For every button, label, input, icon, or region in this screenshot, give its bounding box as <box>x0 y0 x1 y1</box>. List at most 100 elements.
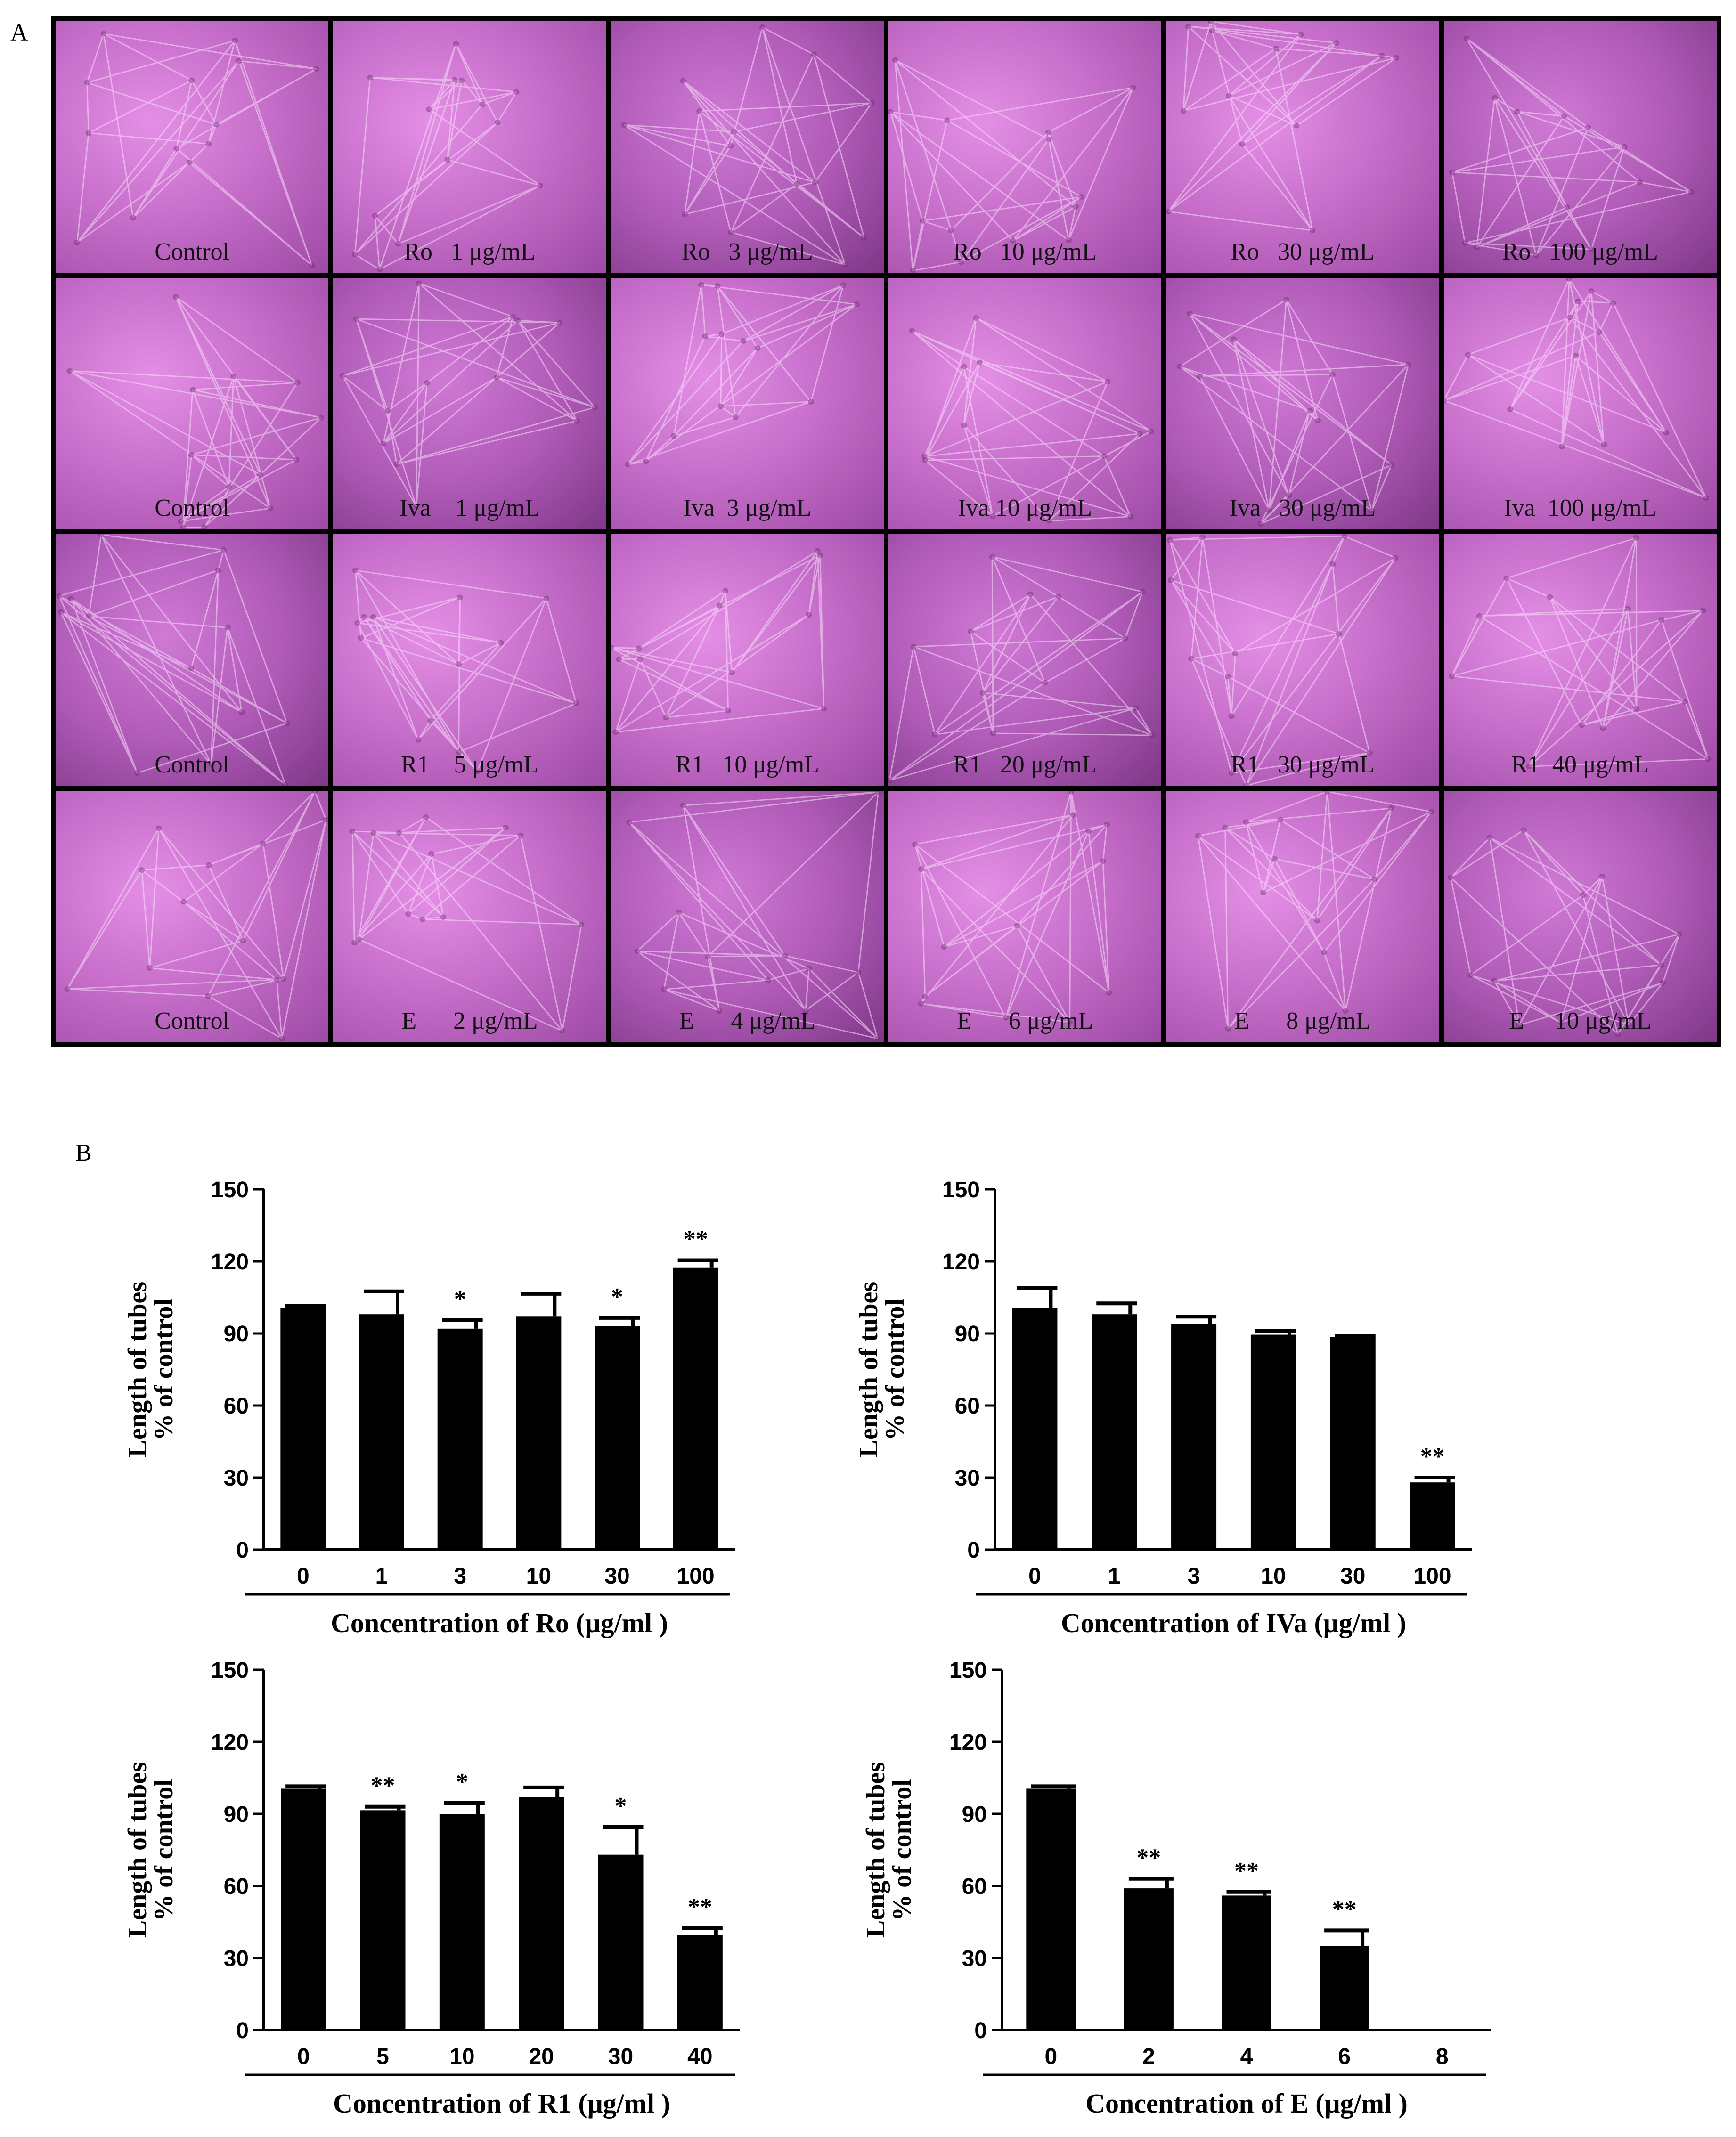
x-axis-label: Concentration of E (μg/ml ) <box>1085 2088 1408 2119</box>
cell-network-texture <box>340 280 598 509</box>
cell-network-texture <box>1195 790 1435 1032</box>
significance-marker: ** <box>1420 1443 1445 1470</box>
significance-marker: ** <box>371 1772 395 1799</box>
micrograph-label: Ro 100 μg/mL <box>1502 238 1658 265</box>
x-tick-label: 10 <box>449 2044 474 2069</box>
cell-network-texture <box>1449 35 1695 259</box>
micrograph-cell: Iva 3 μg/mL <box>611 277 884 529</box>
micrograph-label: Ro 30 μg/mL <box>1231 238 1375 265</box>
micrograph-cell: Ro 30 μg/mL <box>1166 21 1439 273</box>
micrograph-label: Control <box>155 1008 230 1034</box>
y-axis-label: % of control <box>888 1779 917 1921</box>
bar <box>1250 1334 1296 1550</box>
bar <box>595 1326 640 1550</box>
y-axis-label: % of control <box>149 1779 179 1921</box>
micrograph-cell: R1 30 μg/mL <box>1166 534 1439 786</box>
micrograph-cell: Ro 10 μg/mL <box>888 21 1162 273</box>
micrograph-cell: Control <box>56 534 329 786</box>
bar <box>1092 1314 1137 1550</box>
bar <box>1124 1888 1174 2030</box>
bar <box>1410 1482 1455 1550</box>
x-tick-label: 0 <box>297 1564 310 1589</box>
cell-network-texture <box>624 282 860 467</box>
micrograph-cell: R1 5 μg/mL <box>333 534 606 786</box>
micrograph-label: Iva 1 μg/mL <box>399 495 540 521</box>
y-tick-label: 90 <box>224 1322 249 1347</box>
cell-network-texture <box>620 24 875 268</box>
cell-network-texture <box>611 548 827 735</box>
micrograph-grid: Control Ro 1 μg/mL Ro 3 μg/mL Ro 10 μg/mL Ro… <box>51 16 1721 1047</box>
micrograph-label: R1 10 μg/mL <box>675 751 819 778</box>
y-axis-label: Length of tubes <box>854 1282 883 1457</box>
micrograph-label: R1 20 μg/mL <box>953 751 1097 778</box>
y-tick-label: 60 <box>224 1874 249 1899</box>
x-axis-label: Concentration of Ro (μg/ml ) <box>331 1608 668 1638</box>
micrograph-label: Iva 30 μg/mL <box>1229 495 1376 521</box>
x-tick-label: 3 <box>1188 1564 1200 1589</box>
micrograph-cell: Ro 3 μg/mL <box>611 21 884 273</box>
micrograph-cell: E 6 μg/mL <box>888 790 1162 1042</box>
y-tick-label: 150 <box>949 1658 987 1683</box>
bar <box>1012 1308 1058 1550</box>
x-tick-label: 40 <box>687 2044 712 2069</box>
micrograph-cell: R1 20 μg/mL <box>888 534 1162 786</box>
x-tick-label: 10 <box>526 1564 551 1589</box>
significance-marker: * <box>611 1284 623 1310</box>
cell-network-texture <box>1447 827 1682 1037</box>
y-tick-label: 30 <box>224 1466 249 1491</box>
y-tick-label: 90 <box>224 1802 249 1827</box>
micrograph-label: Ro 10 μg/mL <box>953 238 1097 265</box>
y-axis-label: % of control <box>880 1299 910 1440</box>
micrograph-label: E 4 μg/mL <box>679 1008 815 1034</box>
cell-network-texture <box>352 568 579 774</box>
x-tick-label: 20 <box>529 2044 554 2069</box>
x-tick-label: 4 <box>1240 2044 1253 2069</box>
x-tick-label: 30 <box>608 2044 633 2069</box>
y-tick-label: 90 <box>955 1322 980 1347</box>
micrograph-label: Ro 1 μg/mL <box>404 238 536 265</box>
bar <box>677 1935 723 2030</box>
micrograph-cell: Ro 1 μg/mL <box>333 21 606 273</box>
micrograph-label: Iva 10 μg/mL <box>958 495 1092 521</box>
y-tick-label: 120 <box>211 1730 249 1755</box>
cell-network-texture <box>56 534 290 786</box>
y-axis-label: Length of tubes <box>123 1282 152 1457</box>
y-tick-label: 120 <box>211 1250 249 1275</box>
significance-marker: ** <box>1136 1844 1161 1871</box>
micrograph-cell: E 2 μg/mL <box>333 790 606 1042</box>
micrograph-label: E 2 μg/mL <box>401 1008 538 1034</box>
cell-network-texture <box>64 790 329 1041</box>
x-axis-label: Concentration of IVa (μg/ml ) <box>1061 1608 1406 1638</box>
x-tick-label: 0 <box>1044 2044 1057 2069</box>
significance-marker: ** <box>1234 1858 1259 1885</box>
y-tick-label: 60 <box>962 1874 987 1899</box>
micrograph-cell: Iva 10 μg/mL <box>888 277 1162 529</box>
cell-network-texture <box>352 41 544 272</box>
bar <box>673 1267 718 1550</box>
y-axis-label: Length of tubes <box>123 1762 152 1938</box>
significance-marker: * <box>456 1769 468 1796</box>
y-tick-label: 120 <box>942 1250 980 1275</box>
x-tick-label: 100 <box>677 1564 715 1589</box>
y-tick-label: 60 <box>224 1394 249 1419</box>
bar <box>1320 1946 1369 2030</box>
bar <box>1222 1895 1271 2030</box>
x-tick-label: 0 <box>1028 1564 1041 1589</box>
micrograph-cell: Control <box>56 21 329 273</box>
x-tick-label: 3 <box>454 1564 466 1589</box>
x-tick-label: 30 <box>604 1564 629 1589</box>
y-axis-label: Length of tubes <box>861 1762 890 1938</box>
micrograph-cell: Control <box>56 790 329 1042</box>
micrograph-cell: Iva 1 μg/mL <box>333 277 606 529</box>
cell-network-texture <box>1166 21 1400 233</box>
bar <box>281 1788 326 2030</box>
bar-charts: 0 30 60 90 120 150 Length of tubes% of control… <box>0 1140 1736 2129</box>
cell-network-texture <box>1167 534 1399 786</box>
y-tick-label: 150 <box>942 1178 980 1203</box>
cell-network-texture <box>1443 277 1709 501</box>
micrograph-cell: E 8 μg/mL <box>1166 790 1439 1042</box>
x-tick-label: 10 <box>1261 1564 1286 1589</box>
x-tick-label: 5 <box>376 2044 389 2069</box>
micrograph-label: Control <box>155 238 230 265</box>
